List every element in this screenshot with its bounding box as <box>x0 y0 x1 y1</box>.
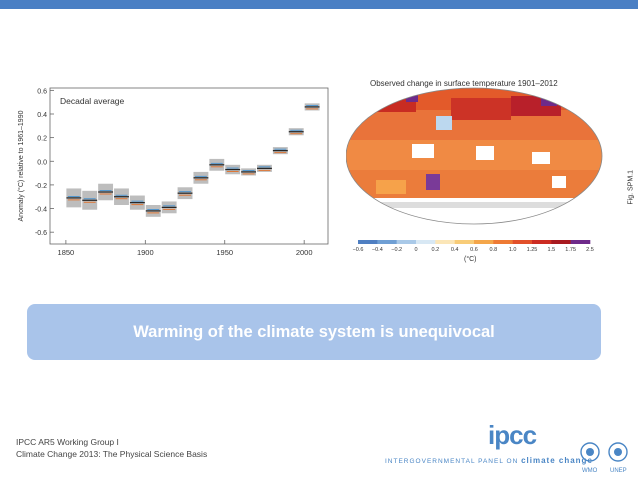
y-axis-label: Anomaly (°C) relative to 1961–1990 <box>17 110 25 221</box>
y-tick-label: 0.6 <box>37 88 47 95</box>
colorbar-segment <box>551 240 571 244</box>
footer-line-1: IPCC AR5 Working Group I <box>16 437 119 447</box>
headline-text: Warming of the climate system is unequiv… <box>133 322 495 341</box>
map-patch-north-america <box>366 94 416 112</box>
y-tick-label: -0.4 <box>35 207 47 214</box>
figure-label: Fig. SPM.1 <box>628 170 635 205</box>
colorbar-segment <box>474 240 494 244</box>
map-patch-missing-3 <box>532 152 550 164</box>
colorbar-segment <box>396 240 417 244</box>
x-tick-label: 2000 <box>296 248 313 257</box>
top-accent-bar <box>0 0 638 9</box>
map-patch-missing-4 <box>552 176 566 188</box>
map-colorbar: −0.6 −0.4 −0.2 0 0.2 0.4 0.6 0.8 1.0 1.25 1.5 1.75 2… <box>353 240 594 253</box>
ipcc-tagline: INTERGOVERNMENTAL PANEL ON climate chang… <box>385 456 593 465</box>
colorbar-segment <box>377 240 397 244</box>
y-tick-label: 0.4 <box>37 112 47 119</box>
headline-banner: Warming of the climate system is unequiv… <box>27 304 601 360</box>
chart-title: Decadal average <box>60 96 125 106</box>
colorbar-tick-label: 0.2 <box>432 247 440 253</box>
colorbar-tick-label: 2.5 <box>586 247 594 253</box>
colorbar-tick-label: −0.2 <box>391 247 402 253</box>
colorbar-segment <box>532 240 552 244</box>
tagline-suffix: climate change <box>521 456 593 465</box>
colorbar-segment <box>454 240 475 244</box>
temperature-change-map: Observed change in surface temperature 1… <box>345 74 635 266</box>
colorbar-tick-label: 1.75 <box>565 247 576 253</box>
unep-logo-icon <box>608 442 628 462</box>
footer-citation: IPCC AR5 Working Group I Climate Change … <box>16 436 207 460</box>
map-band-tropics <box>346 140 602 170</box>
decadal-chart-svg: 0.6 0.4 0.2 0.0 -0.2 -0.4 -0.6 1850 1900 1950 2000… <box>17 87 329 257</box>
colorbar-tick-label: 1.5 <box>548 247 556 253</box>
colorbar-tick-label: 0.6 <box>470 247 478 253</box>
colorbar-tick-label: 0.4 <box>451 247 459 253</box>
decadal-average-chart: 0.6 0.4 0.2 0.0 -0.2 -0.4 -0.6 1850 1900 1950 2000… <box>14 84 334 266</box>
x-tick-label: 1900 <box>137 248 154 257</box>
colorbar-segment <box>493 240 513 244</box>
map-patch-cooling-greenland <box>436 116 452 130</box>
map-grid-warming-cells <box>346 88 602 224</box>
map-patch-missing-1 <box>412 144 434 158</box>
colorbar-segment <box>570 240 591 244</box>
colorbar-tick-label: −0.4 <box>372 247 383 253</box>
colorbar-segment <box>512 240 533 244</box>
colorbar-segment <box>435 240 455 244</box>
partner-logos: WMO UNEP <box>578 440 634 481</box>
wmo-logo-icon <box>580 442 600 462</box>
x-tick-label: 1850 <box>58 248 75 257</box>
map-band-south-empty <box>346 198 602 224</box>
y-tick-label: 0.0 <box>37 159 47 166</box>
map-patch-missing-2 <box>476 146 494 160</box>
map-patch-south-america <box>426 174 440 190</box>
map-patch-max-warming-2 <box>406 94 418 102</box>
y-tick-label: -0.2 <box>35 183 47 190</box>
map-title: Observed change in surface temperature 1… <box>370 79 558 88</box>
y-tick-label: -0.6 <box>35 230 47 237</box>
x-tick-label: 1950 <box>216 248 233 257</box>
colorbar-segment <box>416 240 436 244</box>
footer-line-2: Climate Change 2013: The Physical Scienc… <box>16 449 208 459</box>
map-antarctica <box>346 202 602 208</box>
colorbar-tick-label: 0.8 <box>490 247 498 253</box>
colorbar-segment <box>358 240 378 244</box>
colorbar-tick-label: 1.25 <box>527 247 538 253</box>
colorbar-tick-label: 1.0 <box>509 247 517 253</box>
world-map-svg: −0.6 −0.4 −0.2 0 0.2 0.4 0.6 0.8 1.0 1.25 1.5 1.75 2… <box>345 87 603 263</box>
colorbar-tick-label: 0 <box>414 247 417 253</box>
unep-logo-center-icon <box>614 448 622 456</box>
colorbar-tick-label: −0.6 <box>353 247 364 253</box>
map-unit-label: (°C) <box>464 255 477 263</box>
tagline-prefix: INTERGOVERNMENTAL PANEL ON <box>385 458 519 465</box>
map-patch-south-pacific <box>376 180 406 194</box>
wmo-label: WMO <box>582 468 598 474</box>
plot-frame <box>49 87 329 245</box>
map-patch-eurasia <box>451 98 511 120</box>
map-outline <box>345 87 603 225</box>
y-tick-label: 0.2 <box>37 136 47 143</box>
ipcc-logo: ipcc <box>488 420 537 450</box>
unep-label: UNEP <box>610 468 627 474</box>
wmo-logo-center-icon <box>586 448 594 456</box>
